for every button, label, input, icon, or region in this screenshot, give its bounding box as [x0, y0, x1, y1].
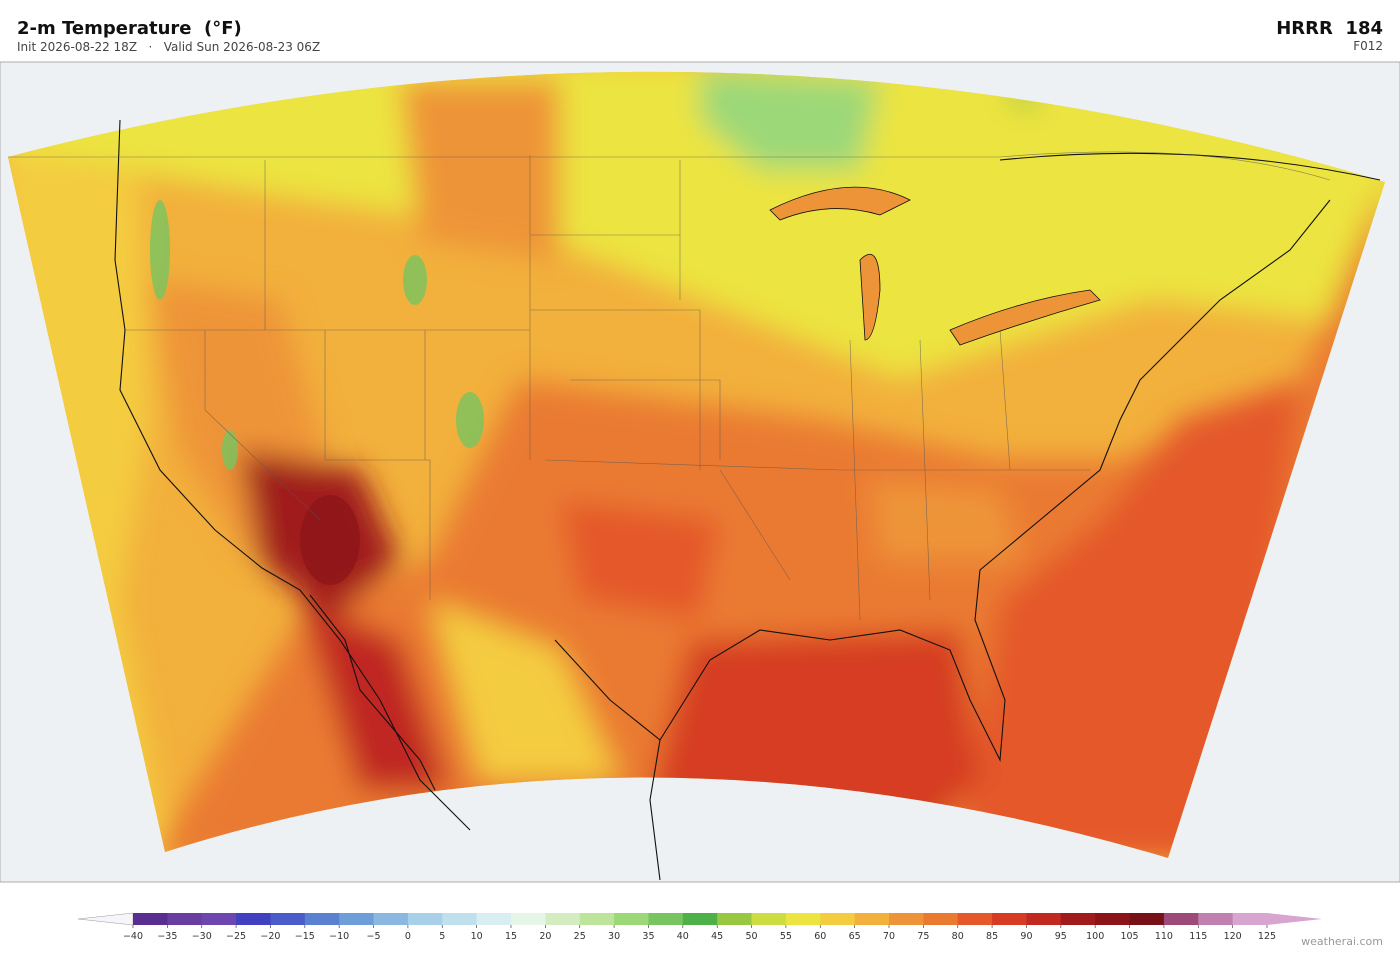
- colorbar-over: [1267, 913, 1322, 925]
- colorbar-under: [77, 912, 134, 926]
- colorbar-bin: [511, 913, 546, 925]
- colorbar-tick-label: 25: [574, 931, 586, 942]
- colorbar-tick-label: 75: [917, 931, 929, 942]
- colorbar-tick-label: 35: [642, 931, 654, 942]
- colorbar-tick-label: 5: [439, 931, 445, 942]
- colorbar-bin: [304, 913, 340, 925]
- colorbar-bin: [648, 913, 684, 925]
- colorbar-tick-label: −5: [367, 931, 381, 942]
- colorbar-bin: [1026, 913, 1062, 925]
- forecast-hour: F012: [1353, 39, 1383, 53]
- colorbar-tick-label: 90: [1020, 931, 1032, 942]
- subtitle: Init 2026-08-22 18Z · Valid Sun 2026-08-…: [17, 40, 320, 54]
- colorbar-tick-label: 10: [471, 931, 483, 942]
- colorbar-tick-label: 70: [883, 931, 895, 942]
- colorbar-bin: [1163, 913, 1199, 925]
- colorbar-tick-label: 45: [711, 931, 723, 942]
- colorbar-bin: [407, 913, 443, 925]
- colorbar-tick-label: −15: [295, 931, 315, 942]
- colorbar-tick-label: −40: [123, 931, 143, 942]
- model-label: HRRR 184: [1276, 18, 1383, 39]
- colorbar-tick-label: 100: [1086, 931, 1104, 942]
- colorbar-bin: [579, 913, 615, 925]
- colorbar-tick-label: −35: [157, 931, 177, 942]
- colorbar-bin: [682, 913, 718, 925]
- colorbar-tick-label: 115: [1189, 931, 1207, 942]
- colorbar-tick-label: −25: [226, 931, 246, 942]
- colorbar-tick-label: 120: [1224, 931, 1242, 942]
- colorbar-bin: [373, 913, 409, 925]
- colorbar-tick-label: 60: [814, 931, 826, 942]
- colorbar-tick-label: 85: [986, 931, 998, 942]
- colorbar-tick-label: 30: [608, 931, 620, 942]
- colorbar-bin: [1095, 913, 1130, 925]
- map: [0, 61, 1400, 883]
- colorbar-bin: [545, 913, 581, 925]
- colorbar-tick-label: 20: [539, 931, 551, 942]
- colorbar-bin: [270, 913, 306, 925]
- title: 2-m Temperature (°F): [17, 18, 242, 39]
- colorbar-tick-label: 15: [505, 931, 517, 942]
- colorbar-tick-label: 0: [405, 931, 411, 942]
- colorbar-bin: [889, 913, 924, 925]
- colorbar-bin: [785, 913, 821, 925]
- colorbar-bin: [133, 913, 168, 925]
- colorbar-bin: [1198, 913, 1234, 925]
- colorbar-tick-label: 80: [952, 931, 964, 942]
- watermark: weatherai.com: [1301, 935, 1383, 948]
- colorbar-bin: [1060, 913, 1096, 925]
- colorbar: −40 −35 −30 −25 −20 −15 −10 −5 0 5 10 15 20 25 30 35 40 4…: [77, 912, 1322, 942]
- colorbar-tick-label: −30: [192, 931, 212, 942]
- colorbar-bin: [923, 913, 959, 925]
- colorbar-bin: [476, 913, 512, 925]
- colorbar-tick-label: 125: [1258, 931, 1276, 942]
- colorbar-tick-label: 95: [1055, 931, 1067, 942]
- colorbar-bin: [201, 913, 237, 925]
- colorbar-tick-label: 105: [1120, 931, 1138, 942]
- colorbar-tick-label: 65: [849, 931, 861, 942]
- colorbar-bin: [167, 913, 203, 925]
- colorbar-bin: [236, 913, 271, 925]
- colorbar-bin: [820, 913, 856, 925]
- colorbar-bin: [992, 913, 1027, 925]
- colorbar-bin: [1129, 913, 1165, 925]
- colorbar-bin: [614, 913, 649, 925]
- colorbar-tick-label: 110: [1155, 931, 1173, 942]
- colorbar-tick-label: 50: [745, 931, 757, 942]
- colorbar-tick-label: −10: [329, 931, 349, 942]
- colorbar-bin: [751, 913, 787, 925]
- colorbar-bin: [854, 913, 890, 925]
- colorbar-tick-label: 55: [780, 931, 792, 942]
- colorbar-bin: [957, 913, 993, 925]
- colorbar-bin: [442, 913, 478, 925]
- colorbar-tick-label: 40: [677, 931, 689, 942]
- colorbar-bin: [1232, 913, 1268, 925]
- colorbar-tick-label: −20: [260, 931, 280, 942]
- colorbar-bin: [717, 913, 752, 925]
- colorbar-bin: [339, 913, 374, 925]
